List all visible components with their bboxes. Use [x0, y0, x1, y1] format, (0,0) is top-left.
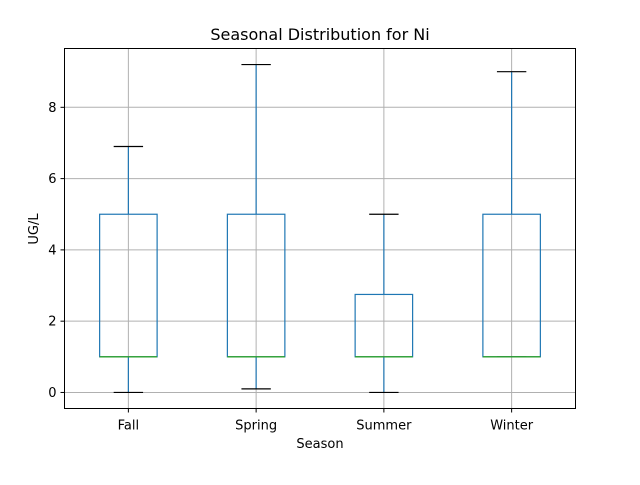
x-tick-label-spring: Spring — [235, 419, 277, 434]
y-tick-label: 6 — [48, 172, 56, 187]
x-tick-label-winter: Winter — [490, 419, 534, 434]
plot-frame — [64, 48, 576, 409]
y-tick-label: 0 — [48, 386, 56, 401]
y-axis-label: UG/L — [27, 213, 42, 245]
chart-title: Seasonal Distribution for Ni — [210, 25, 429, 44]
grid-layer — [64, 48, 576, 409]
y-tick-label: 4 — [48, 243, 56, 258]
tick-layer: 0 2 4 6 8 Fall Spring Summer Winter — [48, 101, 533, 434]
y-tick-label: 8 — [48, 101, 56, 116]
x-tick-label-summer: Summer — [356, 419, 412, 434]
box-layer — [99, 63, 541, 394]
x-axis-label: Season — [296, 437, 343, 452]
y-tick-label: 2 — [48, 315, 56, 330]
x-tick-label-fall: Fall — [118, 419, 139, 434]
